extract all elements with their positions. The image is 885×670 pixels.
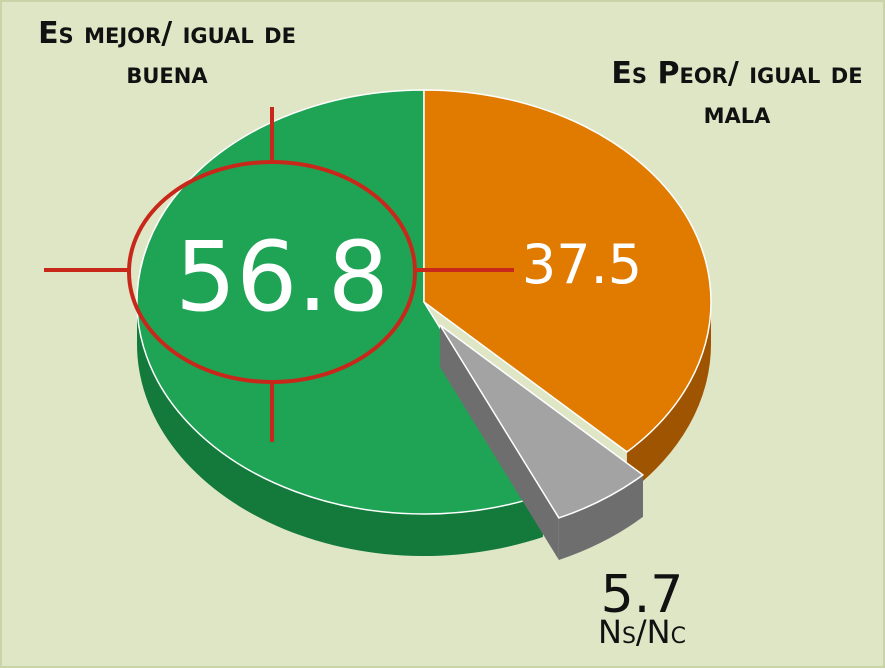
target-overlay xyxy=(44,107,514,442)
slice xyxy=(439,324,645,519)
slice-side xyxy=(137,302,543,556)
category-label: Es Peor/ igual de mala xyxy=(611,56,863,131)
slice xyxy=(136,89,545,515)
value-label: 56.8 xyxy=(175,221,389,333)
slice xyxy=(423,89,712,453)
category-label: Ns/Nc xyxy=(598,613,686,651)
highlight-ellipse xyxy=(127,160,417,384)
value-label: 5.7 xyxy=(600,565,684,625)
category-label: Es mejor/ igual de buena xyxy=(38,16,296,91)
slice-side xyxy=(558,474,643,560)
slice-side xyxy=(626,302,711,494)
value-label: 37.5 xyxy=(521,233,643,296)
slices xyxy=(136,89,712,560)
